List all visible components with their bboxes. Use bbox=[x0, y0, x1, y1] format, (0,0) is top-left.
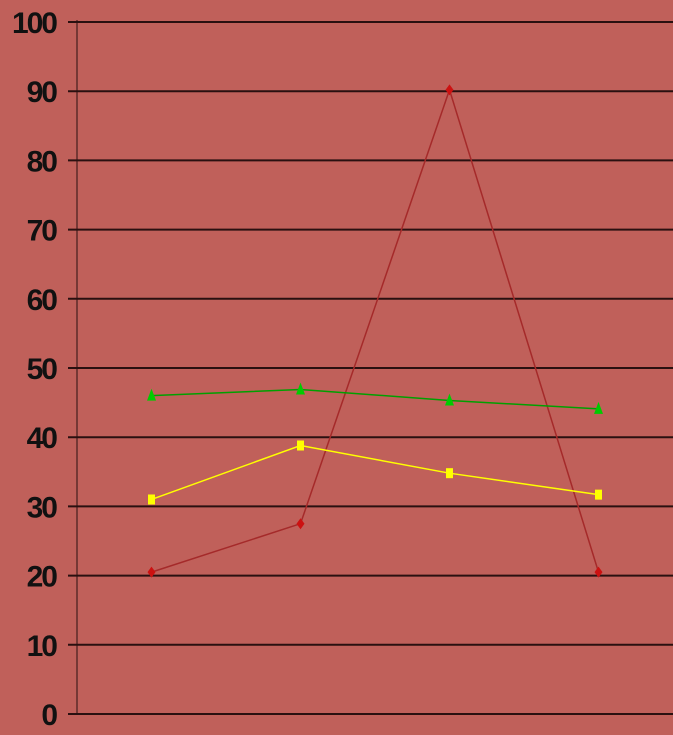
y-tick-label-50: 50 bbox=[27, 353, 58, 386]
y-tick-label-40: 40 bbox=[27, 422, 58, 455]
y-tick-label-70: 70 bbox=[27, 215, 58, 248]
y-tick-label-80: 80 bbox=[27, 145, 58, 178]
y-tick-label-20: 20 bbox=[27, 561, 58, 594]
series-2-point-2 bbox=[297, 441, 304, 451]
y-tick-label-10: 10 bbox=[27, 630, 58, 663]
series-2-point-3 bbox=[446, 468, 453, 478]
y-tick-label-30: 30 bbox=[27, 491, 58, 524]
series-2-point-1 bbox=[148, 494, 155, 504]
y-tick-label-0: 0 bbox=[41, 699, 57, 732]
y-tick-label-60: 60 bbox=[27, 284, 58, 317]
y-tick-label-100: 100 bbox=[12, 7, 57, 40]
y-tick-label-90: 90 bbox=[27, 76, 58, 109]
series-2-point-4 bbox=[595, 490, 602, 500]
